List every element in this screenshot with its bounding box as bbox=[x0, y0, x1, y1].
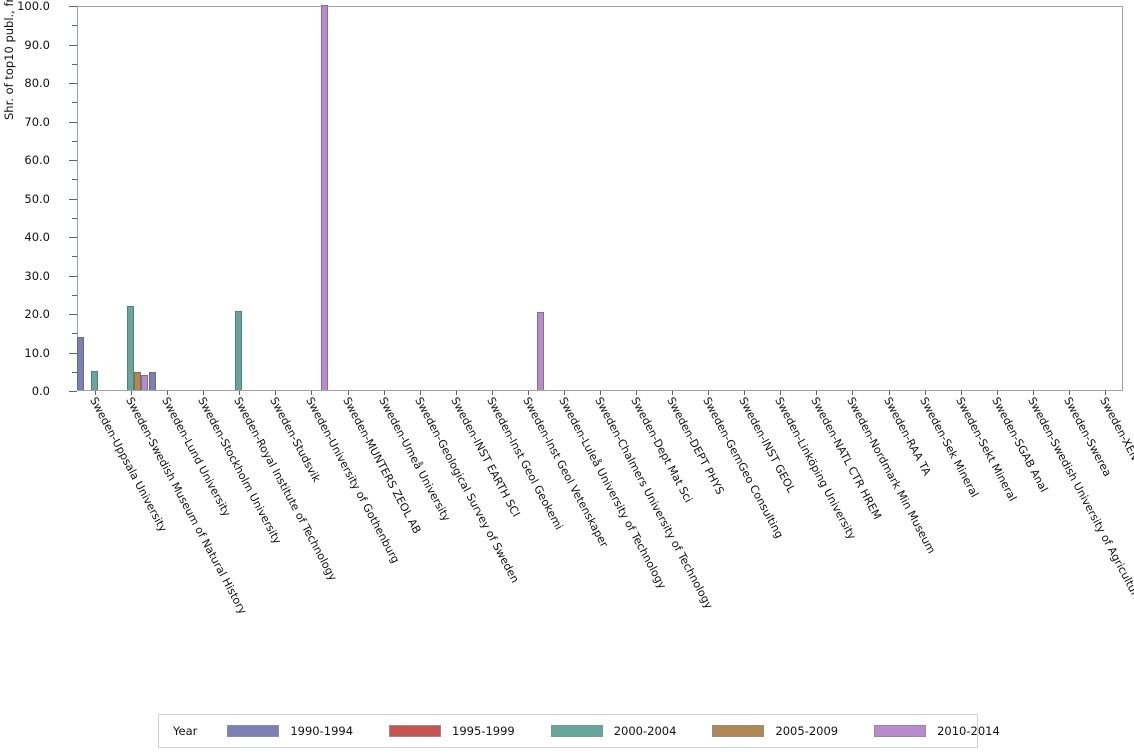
legend-item[interactable]: 1990-1994 bbox=[227, 724, 353, 738]
y-tick-label: 100.0 bbox=[17, 0, 50, 13]
bar bbox=[76, 336, 84, 390]
x-tick-mark bbox=[383, 391, 385, 395]
x-tick-label: Sweden-Lund University bbox=[159, 394, 234, 519]
y-tick-mark-minor bbox=[72, 25, 77, 27]
y-tick-label: 70.0 bbox=[24, 114, 50, 129]
bar bbox=[148, 371, 156, 390]
y-tick-mark bbox=[69, 391, 77, 392]
x-tick-mark bbox=[1068, 391, 1070, 395]
x-tick-mark bbox=[563, 391, 565, 395]
y-tick-label: 0.0 bbox=[31, 384, 50, 398]
legend-label: 2000-2004 bbox=[613, 724, 677, 738]
y-tick-label: 10.0 bbox=[24, 345, 50, 360]
y-tick-label: 20.0 bbox=[24, 307, 50, 321]
y-tick-mark-minor bbox=[72, 333, 77, 335]
y-tick-mark-minor bbox=[72, 294, 77, 296]
y-tick-label: 30.0 bbox=[24, 268, 50, 283]
y-tick-mark-minor bbox=[72, 63, 77, 65]
legend-swatch bbox=[550, 725, 603, 737]
y-tick-label: 50.0 bbox=[24, 191, 50, 206]
legend-label: 2005-2009 bbox=[775, 724, 839, 738]
x-tick-mark bbox=[780, 391, 782, 395]
y-tick-label: 40.0 bbox=[24, 230, 50, 244]
x-tick-mark bbox=[1104, 391, 1106, 395]
legend-swatch bbox=[389, 725, 442, 737]
y-tick-mark bbox=[69, 275, 77, 277]
bar bbox=[140, 375, 148, 390]
legend-title: Year bbox=[173, 724, 198, 738]
bar bbox=[126, 305, 134, 390]
bar bbox=[234, 311, 242, 390]
legend-swatch bbox=[227, 725, 280, 737]
x-tick-mark bbox=[131, 391, 133, 395]
x-tick-mark bbox=[347, 391, 349, 395]
x-tick-mark bbox=[996, 391, 998, 395]
y-tick-label: 90.0 bbox=[24, 37, 50, 52]
y-tick-mark bbox=[69, 314, 77, 315]
x-tick-mark bbox=[960, 391, 962, 395]
legend: Year 1990-1994 1995-1999 2000-2004 2005-200… bbox=[158, 714, 1000, 748]
x-tick-mark bbox=[527, 391, 529, 395]
legend-items: 1990-1994 1995-1999 2000-2004 2005-2009 2010… bbox=[227, 724, 1035, 738]
x-tick-mark bbox=[491, 391, 493, 395]
legend-item[interactable]: 2005-2009 bbox=[712, 724, 838, 738]
legend-label: 1990-1994 bbox=[290, 724, 354, 738]
y-tick-mark bbox=[69, 198, 77, 200]
y-tick-mark-minor bbox=[72, 217, 77, 219]
x-tick-mark bbox=[924, 391, 926, 395]
legend-label: 2010-2014 bbox=[937, 724, 1000, 738]
y-tick-mark-minor bbox=[72, 179, 77, 181]
bar bbox=[320, 5, 328, 390]
y-tick-mark bbox=[69, 160, 77, 161]
x-tick-mark bbox=[167, 391, 169, 395]
x-tick-mark bbox=[1032, 391, 1034, 395]
x-tick-mark bbox=[672, 391, 674, 395]
y-tick-mark bbox=[69, 83, 77, 84]
x-tick-mark bbox=[852, 391, 854, 395]
x-tick-mark bbox=[203, 391, 205, 395]
y-tick-mark-minor bbox=[72, 371, 77, 373]
x-tick-label: Sweden-NATL CTR HREM bbox=[808, 394, 885, 522]
y-tick-mark bbox=[69, 121, 77, 123]
x-tick-mark bbox=[600, 391, 601, 395]
y-tick-label: 60.0 bbox=[24, 153, 50, 167]
bar bbox=[90, 370, 98, 390]
bar bbox=[537, 312, 545, 390]
legend-item[interactable]: 1995-1999 bbox=[389, 724, 515, 738]
bars-container bbox=[76, 5, 1122, 390]
y-axis-label: Shr. of top10 publ., frac (%) bbox=[2, 0, 16, 120]
x-tick-mark bbox=[888, 391, 890, 395]
y-tick-mark bbox=[69, 237, 77, 238]
y-tick-mark bbox=[69, 44, 77, 46]
x-tick-mark bbox=[744, 391, 746, 395]
y-tick-mark bbox=[69, 6, 77, 7]
y-tick-mark-minor bbox=[72, 102, 77, 104]
x-tick-mark bbox=[816, 391, 818, 395]
x-tick-mark bbox=[419, 391, 421, 395]
legend-swatch bbox=[712, 725, 765, 737]
x-tick-label: Sweden-Umeå University bbox=[375, 394, 453, 524]
y-tick-mark-minor bbox=[72, 256, 77, 258]
legend-label: 1995-1999 bbox=[452, 724, 515, 738]
plot-area bbox=[76, 5, 1123, 391]
x-tick-mark bbox=[239, 391, 241, 395]
x-tick-mark bbox=[636, 391, 638, 395]
y-tick-mark-minor bbox=[72, 140, 77, 142]
x-tick-mark bbox=[275, 391, 277, 395]
y-tick-label: 80.0 bbox=[24, 76, 50, 90]
legend-swatch bbox=[874, 725, 927, 737]
x-tick-mark bbox=[708, 391, 710, 395]
x-tick-mark bbox=[455, 391, 457, 395]
y-tick-mark bbox=[69, 352, 77, 354]
legend-item[interactable]: 2010-2014 bbox=[874, 724, 1000, 738]
x-tick-mark bbox=[311, 391, 313, 395]
bar bbox=[133, 372, 141, 390]
legend-item[interactable]: 2000-2004 bbox=[550, 724, 677, 738]
x-tick-label: Sweden-INST EARTH SCI bbox=[447, 394, 523, 520]
x-tick-mark bbox=[95, 391, 97, 395]
